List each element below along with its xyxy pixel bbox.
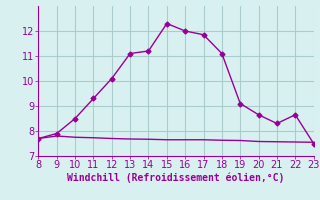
X-axis label: Windchill (Refroidissement éolien,°C): Windchill (Refroidissement éolien,°C) [67,173,285,183]
